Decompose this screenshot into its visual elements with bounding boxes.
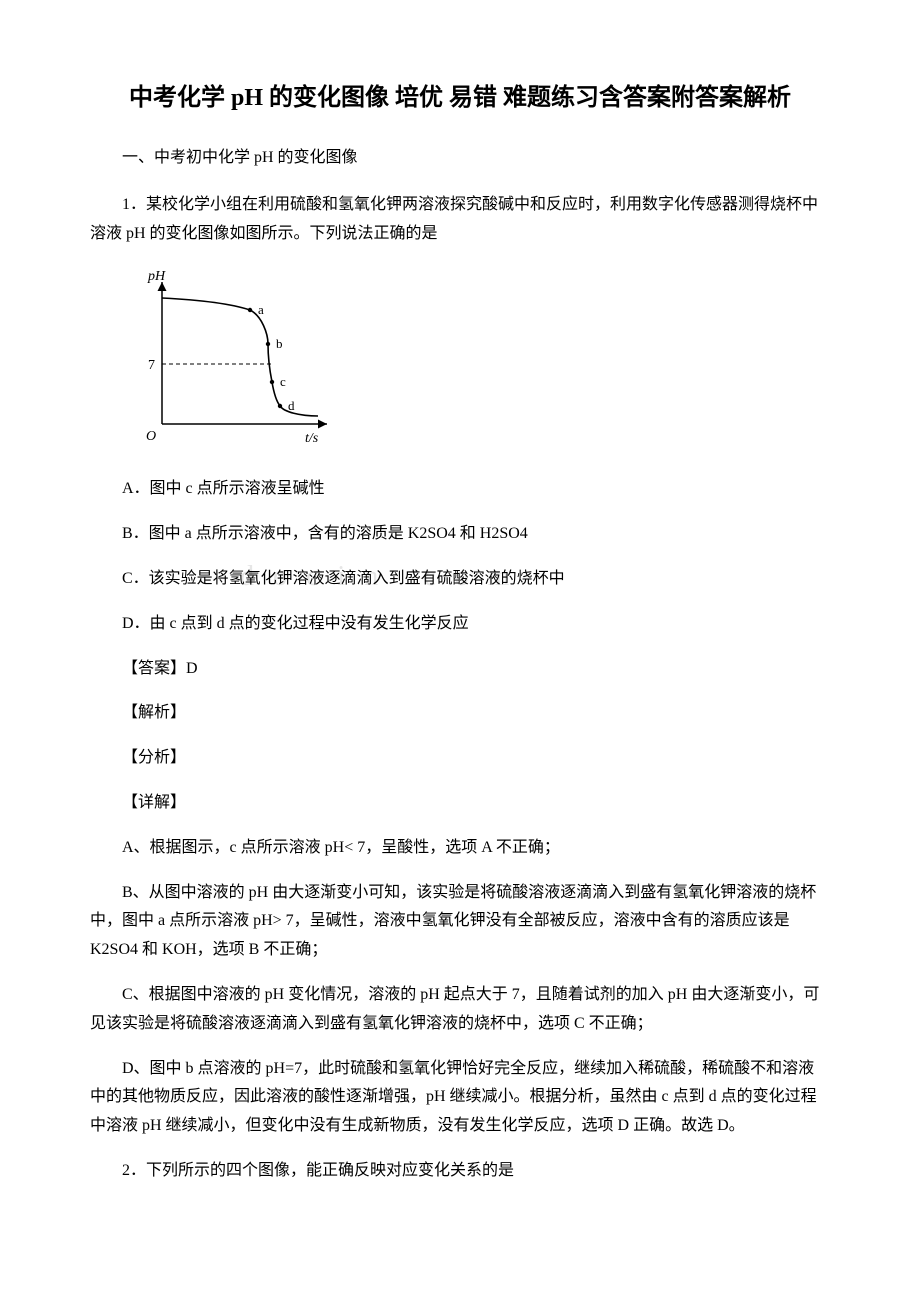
q1-option-c: C．该实验是将氢氧化钾溶液逐滴滴入到盛有硫酸溶液的烧杯中 bbox=[90, 565, 830, 594]
q1-stem: 1．某校化学小组在利用硫酸和氢氧化钾两溶液探究酸碱中和反应时，利用数字化传感器测… bbox=[90, 191, 830, 249]
q2-stem: 2．下列所示的四个图像，能正确反映对应变化关系的是 bbox=[90, 1157, 830, 1186]
explain-a: A、根据图示，c 点所示溶液 pH< 7，呈酸性，选项 A 不正确； bbox=[90, 834, 830, 863]
q1-option-d: D．由 c 点到 d 点的变化过程中没有发生化学反应 bbox=[90, 610, 830, 639]
explain-c: C、根据图中溶液的 pH 变化情况，溶液的 pH 起点大于 7，且随着试剂的加入… bbox=[90, 981, 830, 1039]
q1-option-a: A．图中 c 点所示溶液呈碱性 bbox=[90, 475, 830, 504]
ph-chart: pH Ot/s 7 a b cd bbox=[122, 264, 830, 459]
explain-b: B、从图中溶液的 pH 由大逐渐变小可知，该实验是将硫酸溶液逐滴滴入到盛有氢氧化… bbox=[90, 879, 830, 965]
detail-label: 【详解】 bbox=[90, 789, 830, 818]
analysis-label: 【解析】 bbox=[90, 699, 830, 728]
q1-option-b: B．图中 a 点所示溶液中，含有的溶质是 K2SO4 和 H2SO4 bbox=[90, 520, 830, 549]
svg-text:c: c bbox=[280, 374, 286, 389]
ph-chart-svg: pH Ot/s 7 a b cd bbox=[122, 264, 342, 454]
explain-d: D、图中 b 点溶液的 pH=7，此时硫酸和氢氧化钾恰好完全反应，继续加入稀硫酸… bbox=[90, 1055, 830, 1141]
svg-text:t/s: t/s bbox=[305, 431, 319, 446]
svg-text:b: b bbox=[276, 336, 283, 351]
svg-text:pH: pH bbox=[147, 269, 166, 284]
page-title: 中考化学 pH 的变化图像 培优 易错 难题练习含答案附答案解析 bbox=[90, 80, 830, 116]
svg-text:O: O bbox=[146, 429, 156, 444]
section-heading: 一、中考初中化学 pH 的变化图像 bbox=[90, 144, 830, 173]
svg-text:d: d bbox=[288, 398, 295, 413]
answer-label: 【答案】D bbox=[90, 655, 830, 684]
svg-text:7: 7 bbox=[148, 358, 155, 373]
svg-text:a: a bbox=[258, 302, 264, 317]
fenxi-label: 【分析】 bbox=[90, 744, 830, 773]
